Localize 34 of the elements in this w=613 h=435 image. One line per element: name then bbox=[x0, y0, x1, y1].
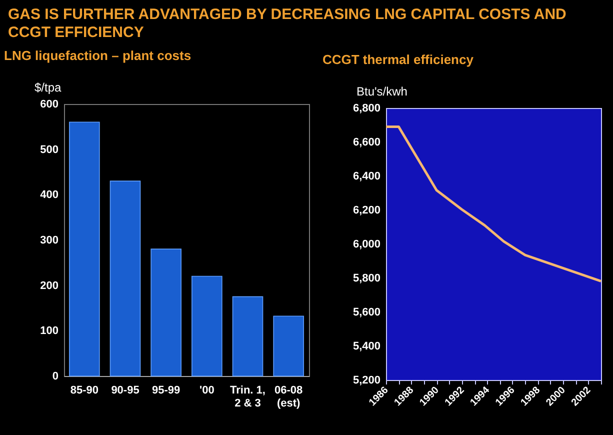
bar bbox=[232, 296, 264, 376]
bar bbox=[110, 180, 141, 376]
x-tick-label: 90-95 bbox=[111, 384, 140, 396]
y-tick-label: 5,800 bbox=[352, 272, 380, 284]
y-tick-label: 0 bbox=[52, 370, 58, 382]
x-tick-label: 06-08 (est) bbox=[274, 384, 303, 410]
y-tick-label: 5,400 bbox=[352, 340, 380, 352]
y-tick-label: 200 bbox=[40, 280, 58, 292]
x-tick-label: Trin. 1, 2 & 3 bbox=[230, 384, 266, 410]
x-tick-label: 95-99 bbox=[152, 384, 180, 396]
y-tick-label: 400 bbox=[40, 189, 58, 202]
x-tick-label: '00 bbox=[199, 384, 214, 396]
bar bbox=[192, 276, 222, 376]
bar bbox=[150, 248, 182, 376]
chart-title: CCGT thermal efficiency bbox=[322, 52, 474, 67]
y-tick-label: 6,000 bbox=[352, 238, 380, 250]
y-axis-title: Btu's/kwh bbox=[356, 84, 408, 98]
y-tick-label: 5,600 bbox=[352, 306, 380, 318]
y-tick-label: 100 bbox=[40, 325, 58, 338]
y-tick-label: 500 bbox=[40, 144, 58, 156]
bar bbox=[273, 316, 304, 376]
y-tick-label: 600 bbox=[40, 98, 58, 110]
y-tick-label: 6,600 bbox=[352, 136, 380, 148]
y-tick-label: 6,200 bbox=[352, 204, 380, 216]
y-tick-label: 5,200 bbox=[352, 374, 380, 386]
bar bbox=[69, 122, 100, 376]
y-tick-label: 6,400 bbox=[352, 170, 380, 182]
x-tick-label: 85-90 bbox=[70, 384, 98, 396]
line-series bbox=[384, 125, 602, 282]
y-tick-label: 300 bbox=[40, 234, 58, 246]
chart-subtitle: LNG liquefaction – plant costs bbox=[4, 48, 192, 63]
y-tick-label: 6,800 bbox=[352, 102, 380, 114]
chart-title: GAS IS FURTHER ADVANTAGED BY DECREASING LNG CAPITAL COSTS AND CCGT EFFICIENCY bbox=[7, 5, 568, 42]
y-axis-title: $/tpa bbox=[34, 80, 62, 94]
